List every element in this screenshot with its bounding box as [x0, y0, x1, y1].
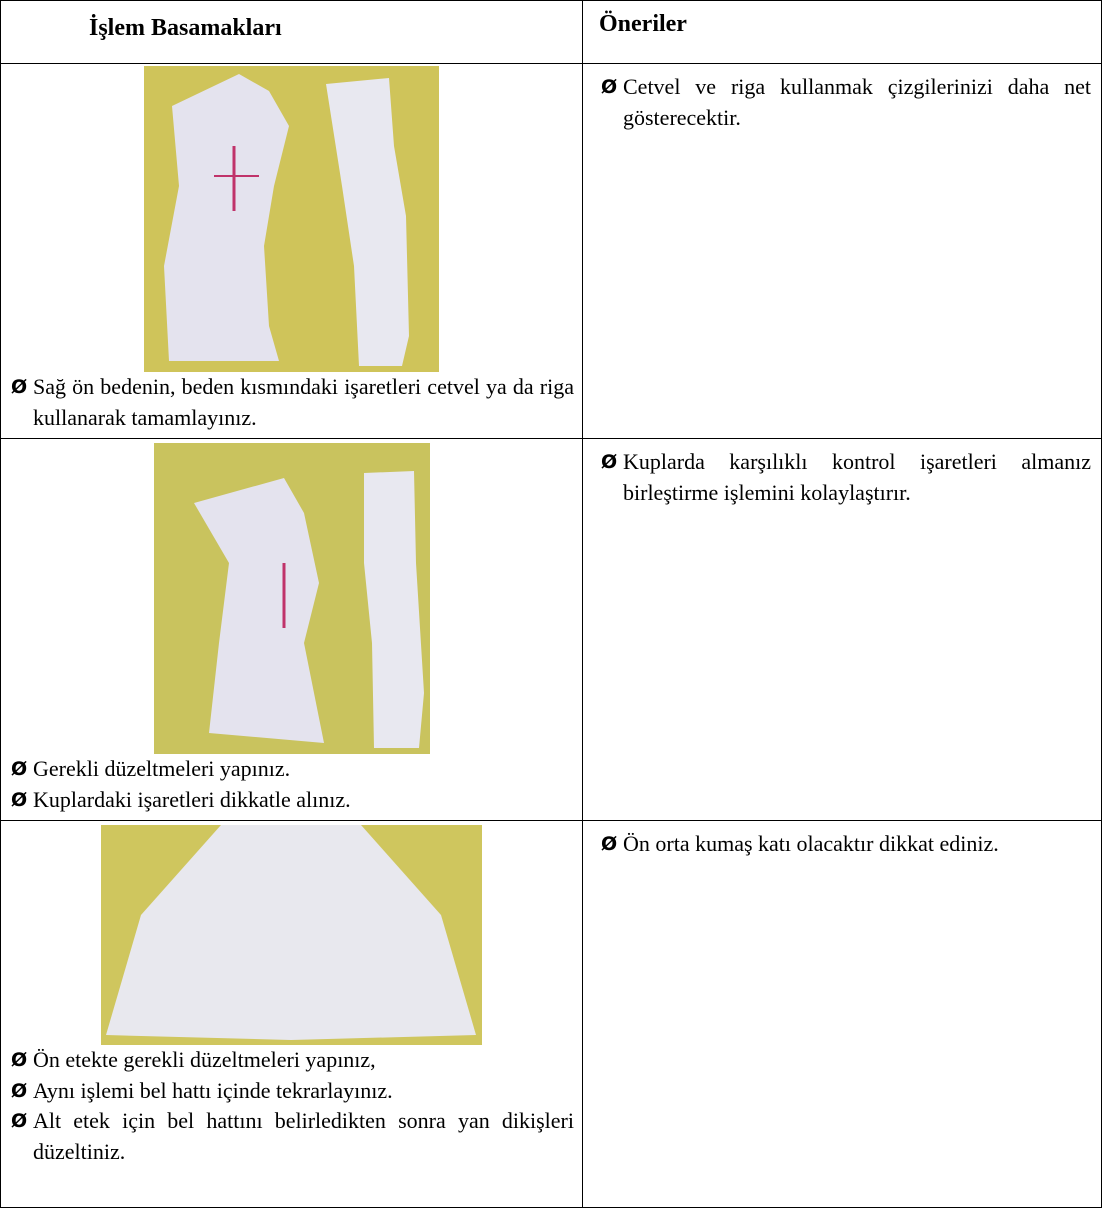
steps: Ø Ön etekte gerekli düzeltmeleri yapınız,… [1, 1045, 582, 1167]
step-cell: Ø Sağ ön bedenin, beden kısmındaki işaret… [0, 63, 583, 439]
header-text: İşlem Basamakları [89, 15, 282, 41]
suggestion-cell: Ø Ön orta kumaş katı olacaktır dikkat edi… [582, 820, 1102, 1208]
item-text: Sağ ön bedenin, beden kısmındaki işaretl… [33, 374, 574, 430]
photo [153, 443, 430, 754]
header-text: Öneriler [599, 11, 687, 37]
header-cell: İşlem Basamakları [0, 0, 583, 64]
bullet: Ø [601, 833, 618, 855]
bullet-item: Ø Gerekli düzeltmeleri yapınız. [11, 754, 574, 785]
suggestions: Ø Cetvel ve riga kullanmak çizgilerinizi … [583, 64, 1101, 133]
item-text: Aynı işlemi bel hattı içinde tekrarlayın… [33, 1077, 393, 1103]
bullet-item: Ø Alt etek için bel hattını belirledikten… [11, 1106, 574, 1167]
item-text: Alt etek için bel hattını belirledikten … [33, 1108, 574, 1164]
step-cell: Ø Gerekli düzeltmeleri yapınız. Ø Kuplardak… [0, 438, 583, 821]
steps: Ø Gerekli düzeltmeleri yapınız. Ø Kuplardak… [1, 754, 582, 815]
bullet-item: Ø Kuplarda karşılıklı kontrol işaretleri … [601, 447, 1091, 508]
bullet-item: Ø Sağ ön bedenin, beden kısmındaki işaret… [11, 372, 574, 433]
item-text: Cetvel ve riga kullanmak çizgilerinizi d… [623, 74, 1091, 130]
bullet: Ø [11, 1110, 28, 1132]
bullet-item: Ø Ön orta kumaş katı olacaktır dikkat edi… [601, 829, 1091, 860]
item-text: Kuplardaki işaretleri dikkatle alınız. [33, 786, 351, 812]
photo [101, 825, 482, 1045]
bullet: Ø [11, 1049, 28, 1071]
bullet: Ø [601, 76, 618, 98]
steps: Ø Sağ ön bedenin, beden kısmındaki işaret… [1, 372, 582, 433]
step-cell: Ø Ön etekte gerekli düzeltmeleri yapınız,… [0, 820, 583, 1208]
header-cell: Öneriler [582, 0, 1102, 64]
suggestions: Ø Kuplarda karşılıklı kontrol işaretleri … [583, 439, 1101, 508]
suggestion-cell: Ø Kuplarda karşılıklı kontrol işaretleri … [582, 438, 1102, 821]
bullet: Ø [11, 1079, 28, 1102]
bullet-item: Ø Aynı işlemi bel hattı içinde tekrarlayı… [11, 1076, 574, 1107]
bullet-item: Ø Ön etekte gerekli düzeltmeleri yapınız, [11, 1045, 574, 1076]
item-text: Ön etekte gerekli düzeltmeleri yapınız, [33, 1047, 376, 1072]
item-text: Ön orta kumaş katı olacaktır dikkat edin… [623, 831, 999, 856]
bullet: Ø [11, 758, 28, 780]
item-text: Kuplarda karşılıklı kontrol işaretleri a… [623, 449, 1091, 505]
bullet-item: Ø Cetvel ve riga kullanmak çizgilerinizi … [601, 72, 1091, 133]
bullet: Ø [11, 376, 28, 398]
suggestion-cell: Ø Cetvel ve riga kullanmak çizgilerinizi … [582, 63, 1102, 439]
item-text: Gerekli düzeltmeleri yapınız. [33, 756, 291, 781]
suggestions: Ø Ön orta kumaş katı olacaktır dikkat edi… [583, 821, 1101, 860]
bullet: Ø [11, 788, 28, 811]
bullet: Ø [601, 451, 618, 473]
photo [144, 66, 439, 372]
bullet-item: Ø Kuplardaki işaretleri dikkatle alınız. [11, 785, 574, 816]
